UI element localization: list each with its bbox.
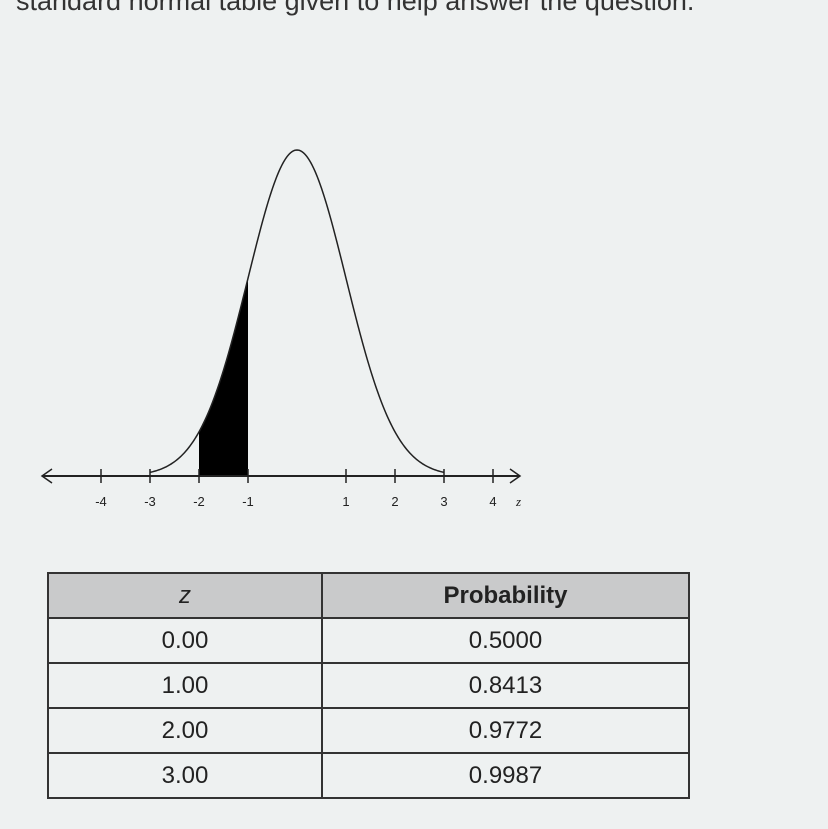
axis-left-arrow <box>40 468 53 484</box>
probability-cell: 0.9987 <box>321 752 690 799</box>
axis-right-arrow <box>509 468 522 484</box>
x-tick-label: 3 <box>440 494 447 509</box>
table-header-row: z Probability <box>47 572 690 619</box>
header-probability: Probability <box>321 572 690 619</box>
question-text: standard normal table given to help answ… <box>16 0 695 16</box>
table-row: 1.00 0.8413 <box>47 662 690 709</box>
normal-curve <box>149 149 445 474</box>
x-tick-label: 2 <box>391 494 398 509</box>
x-tick-label: 4 <box>489 494 496 509</box>
x-axis-label: z <box>515 494 521 509</box>
table-row: 2.00 0.9772 <box>47 707 690 754</box>
z-cell: 3.00 <box>47 752 323 799</box>
x-tick-label: -4 <box>95 494 107 509</box>
x-tick-label: 1 <box>342 494 349 509</box>
probability-table: z Probability 0.00 0.5000 1.00 0.8413 2.00… <box>47 572 690 799</box>
x-tick-label: -1 <box>242 494 254 509</box>
probability-cell: 0.5000 <box>321 617 690 664</box>
probability-cell: 0.8413 <box>321 662 690 709</box>
normal-curve-chart: -4 -3 -2 -1 1 2 3 4 z <box>40 149 522 509</box>
z-cell: 2.00 <box>47 707 323 754</box>
x-tick-label: -2 <box>193 494 205 509</box>
table-row: 0.00 0.5000 <box>47 617 690 664</box>
probability-cell: 0.9772 <box>321 707 690 754</box>
z-cell: 1.00 <box>47 662 323 709</box>
x-tick-label: -3 <box>144 494 156 509</box>
table-row: 3.00 0.9987 <box>47 752 690 799</box>
z-cell: 0.00 <box>47 617 323 664</box>
header-z: z <box>47 572 323 619</box>
